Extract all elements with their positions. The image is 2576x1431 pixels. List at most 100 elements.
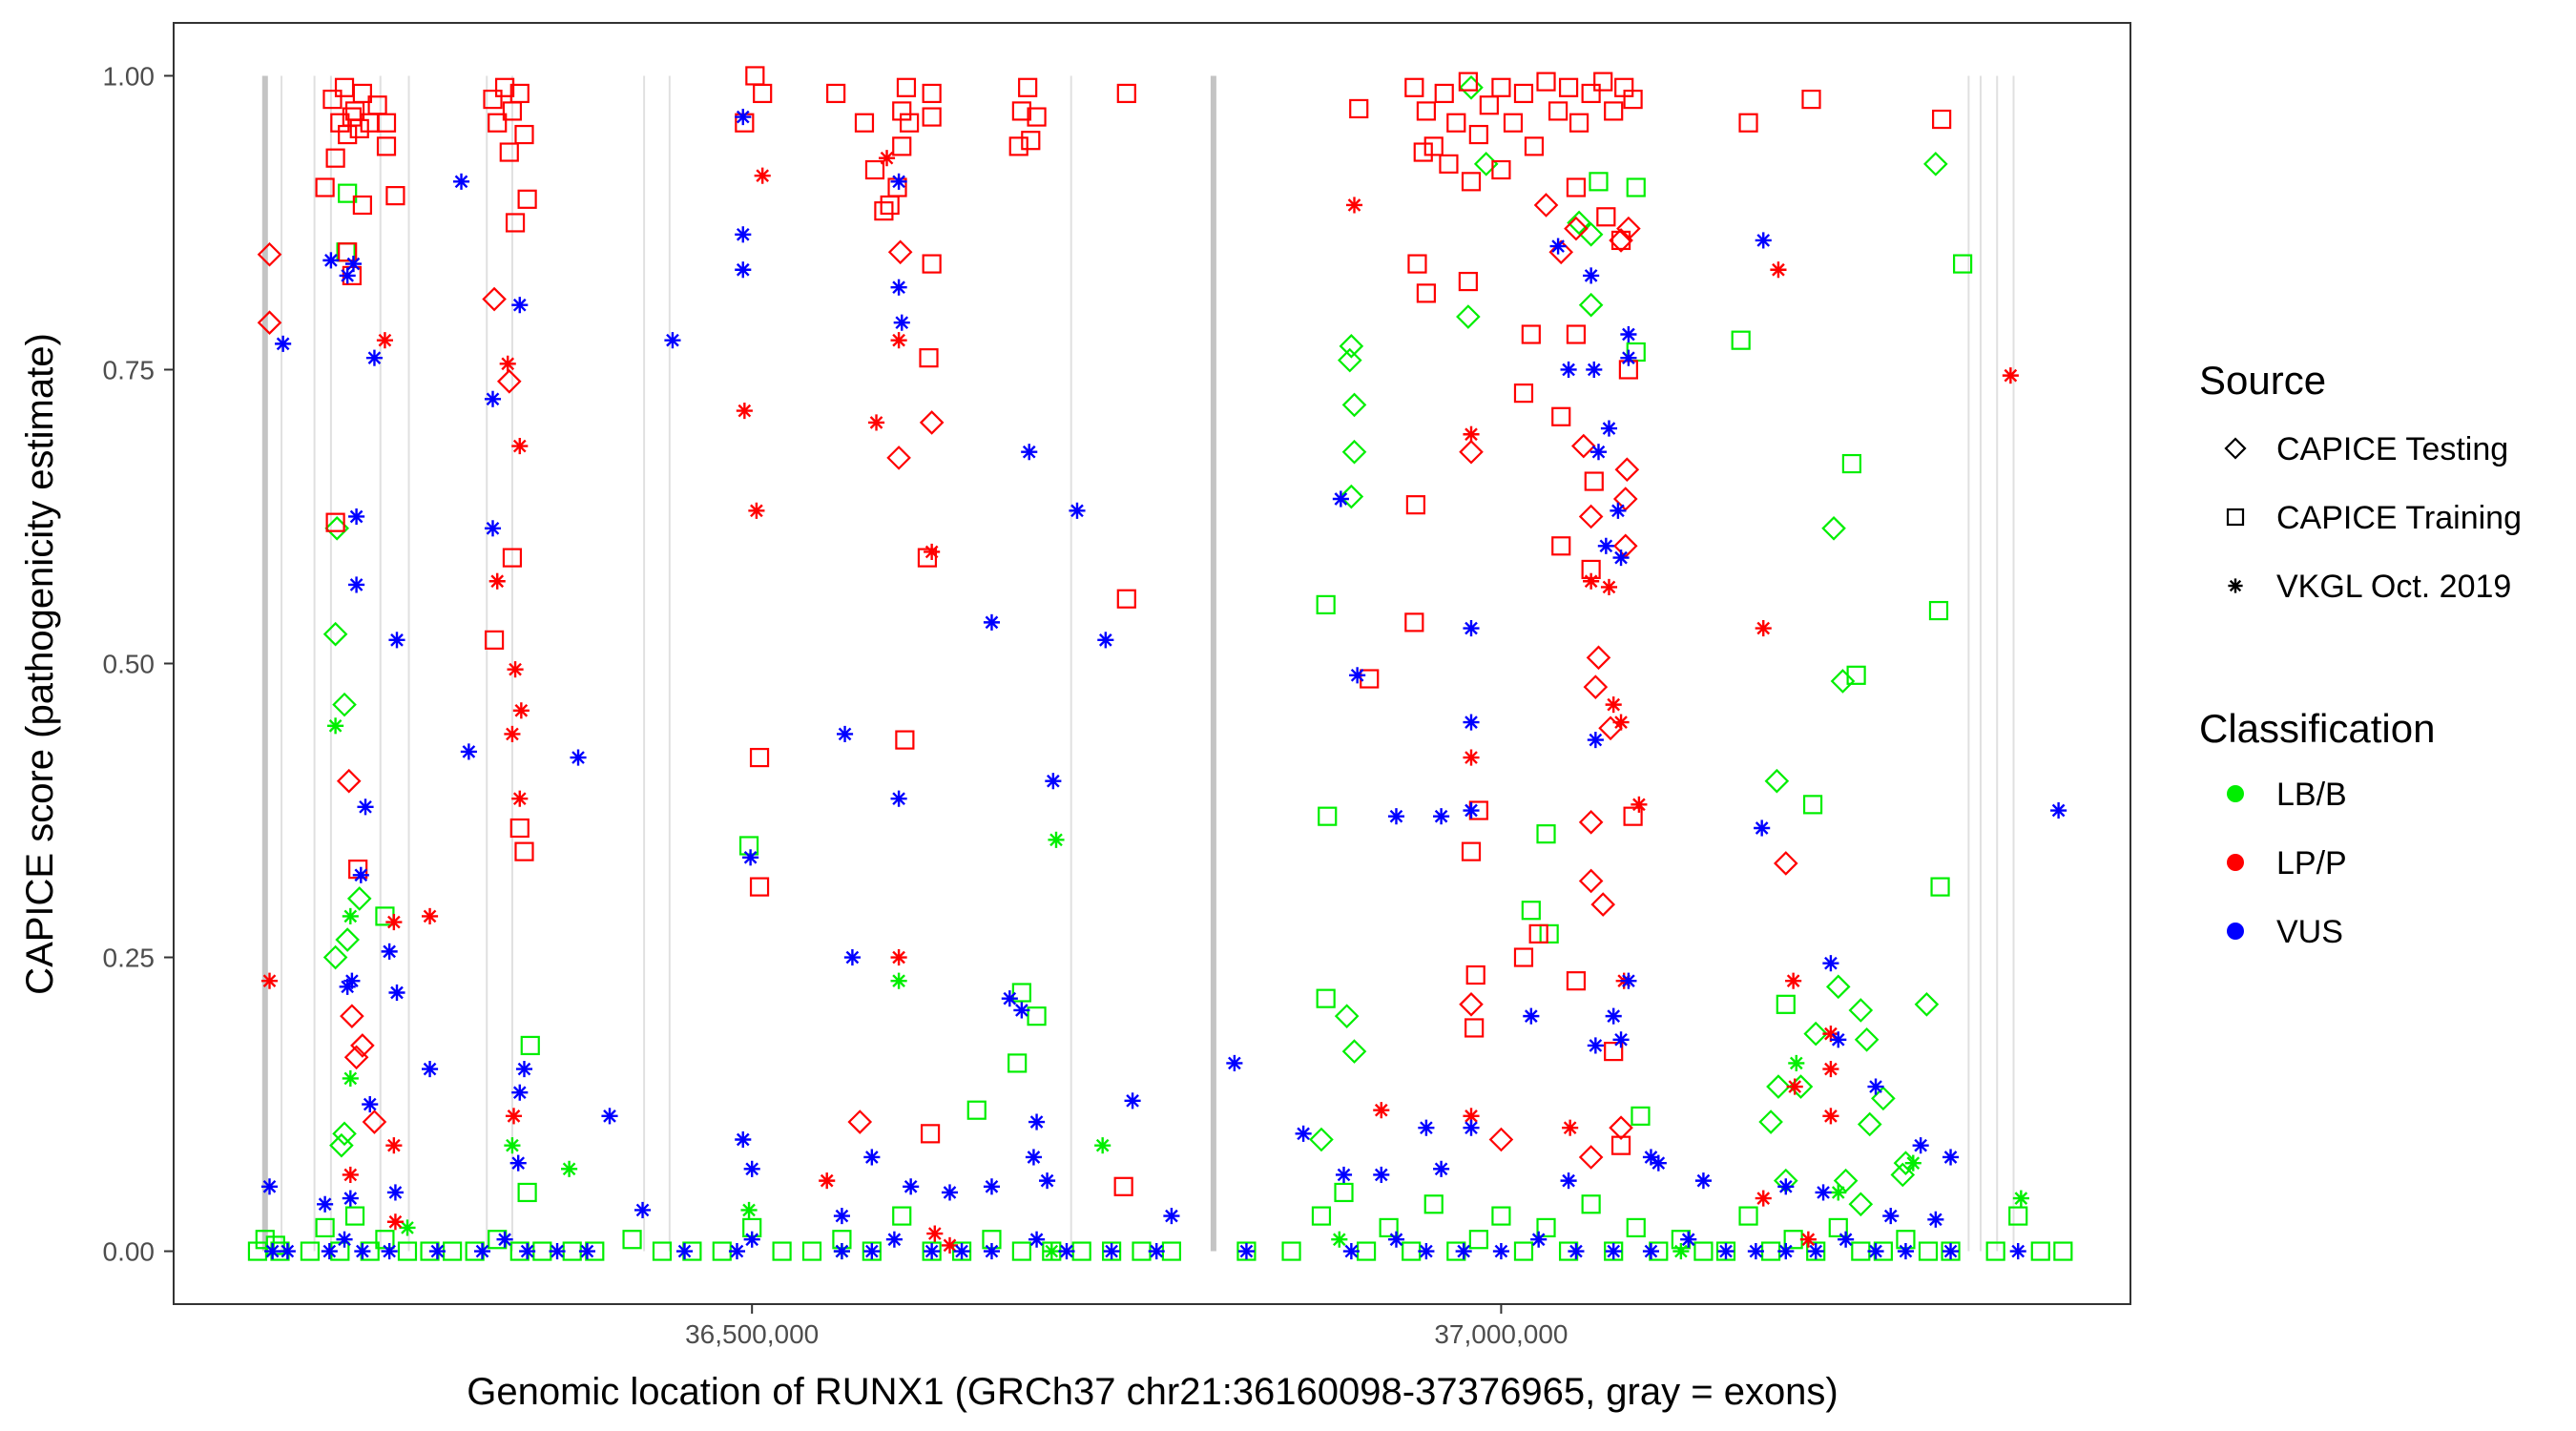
data-point-R-B — [1806, 1241, 1826, 1261]
asterisk-stroke — [1652, 1156, 1666, 1170]
asterisk-stroke — [1719, 1244, 1733, 1258]
data-point-V-U — [843, 948, 861, 966]
data-point-R-B — [1536, 824, 1556, 844]
asterisk-stroke — [349, 509, 364, 524]
asterisk-stroke — [985, 615, 999, 630]
asterisk-stroke — [603, 1110, 616, 1123]
data-point-R-B — [2030, 1241, 2050, 1261]
asterisk-stroke — [1105, 1244, 1118, 1258]
data-point-R-B — [255, 1230, 275, 1250]
asterisk-stroke — [1817, 1186, 1830, 1199]
data-point-R-P — [892, 136, 912, 156]
asterisk-stroke — [1374, 1168, 1388, 1182]
asterisk-stroke — [1589, 733, 1603, 747]
data-point-R-P — [1434, 83, 1454, 104]
data-point-R-B — [1521, 901, 1541, 921]
data-point-R-P — [1021, 131, 1041, 151]
data-point-V-U — [1560, 361, 1577, 379]
data-point-V-U — [1597, 537, 1614, 554]
data-point-V-P — [1770, 261, 1787, 279]
asterisk-stroke — [1831, 1186, 1845, 1199]
data-point-V-U — [1058, 1243, 1075, 1260]
asterisk-stroke — [506, 727, 519, 741]
asterisk-stroke — [1839, 1233, 1853, 1247]
data-point-V-U — [890, 173, 907, 190]
legend-key-dot-icon — [2227, 785, 2244, 802]
data-point-V-U — [484, 390, 502, 407]
data-point-T-P — [847, 1110, 873, 1134]
data-point-V-B — [1904, 1154, 1922, 1172]
data-point-R-P — [1932, 109, 1952, 130]
data-point-R-B — [1985, 1241, 2005, 1261]
data-point-V-U — [348, 508, 365, 526]
asterisk-stroke — [880, 151, 894, 165]
data-point-V-U — [1694, 1172, 1712, 1190]
data-point-T-B — [1857, 1111, 1882, 1137]
data-point-V-B — [740, 1201, 758, 1218]
data-point-V-U — [2009, 1243, 2026, 1260]
asterisk-stroke — [562, 1162, 576, 1176]
data-point-V-P — [1583, 572, 1600, 590]
asterisk-stroke — [1756, 1192, 1771, 1205]
data-point-V-U — [1605, 1007, 1622, 1025]
asterisk-stroke — [265, 1244, 280, 1258]
data-point-R-B — [517, 1182, 537, 1203]
data-point-V-P — [386, 1213, 404, 1231]
data-point-R-P — [517, 189, 537, 209]
data-point-V-U — [336, 1231, 353, 1248]
data-point-R-P — [509, 83, 530, 104]
data-point-T-P — [496, 368, 522, 394]
data-point-V-U — [1492, 1243, 1509, 1260]
asterisk-stroke — [1883, 1209, 1898, 1223]
data-point-T-P — [1583, 674, 1609, 699]
data-point-V-U — [1754, 819, 1771, 837]
asterisk-stroke — [1465, 716, 1478, 729]
asterisk-stroke — [511, 1156, 526, 1170]
asterisk-stroke — [1098, 633, 1112, 647]
asterisk-stroke — [1465, 1121, 1478, 1135]
asterisk-stroke — [1524, 1009, 1538, 1023]
asterisk-stroke — [1457, 1244, 1470, 1258]
asterisk-stroke — [835, 1209, 849, 1223]
asterisk-stroke — [354, 868, 368, 882]
data-point-R-P — [854, 113, 875, 133]
data-point-V-U — [344, 256, 363, 273]
asterisk-stroke — [904, 1179, 918, 1193]
y-axis-title: CAPICE score (pathogenicity estimate) — [19, 333, 61, 995]
data-point-V-U — [339, 978, 356, 995]
data-point-R-P — [1566, 177, 1587, 197]
data-point-V-U — [1103, 1243, 1120, 1260]
asterisk-stroke — [1569, 1244, 1583, 1258]
data-point-V-U — [421, 1061, 439, 1078]
data-point-T-B — [332, 1121, 357, 1147]
data-point-V-U — [570, 749, 587, 766]
asterisk-stroke — [1622, 974, 1635, 988]
asterisk-stroke — [1824, 1027, 1838, 1041]
asterisk-stroke — [892, 333, 905, 347]
data-point-R-P — [1584, 471, 1604, 491]
asterisk-stroke — [943, 1238, 957, 1253]
asterisk-stroke — [318, 1197, 332, 1212]
data-point-V-U — [941, 1184, 959, 1201]
data-point-V-U — [863, 1243, 881, 1260]
data-point-R-P — [1468, 124, 1488, 145]
x-axis-title: Genomic location of RUNX1 (GRCh37 chr21:… — [467, 1371, 1839, 1413]
data-point-V-U — [1013, 1002, 1030, 1019]
data-point-R-B — [1311, 1206, 1332, 1226]
data-point-R-P — [1558, 77, 1579, 97]
data-point-R-B — [1316, 988, 1336, 1008]
data-point-T-B — [1341, 439, 1367, 465]
data-point-R-B — [1941, 1241, 1961, 1261]
asterisk-stroke — [1824, 956, 1838, 970]
asterisk-stroke — [1778, 1244, 1793, 1258]
data-point-V-B — [1331, 1231, 1348, 1248]
data-point-T-P — [1578, 1145, 1604, 1170]
data-point-R-P — [376, 136, 397, 156]
asterisk-stroke — [2004, 368, 2018, 383]
data-point-V-P — [260, 972, 279, 989]
data-point-V-P — [376, 332, 393, 349]
data-point-V-P — [421, 907, 439, 924]
data-point-R-P — [1551, 406, 1571, 426]
data-point-V-U — [1605, 1243, 1622, 1260]
data-point-V-U — [1912, 1137, 1929, 1154]
